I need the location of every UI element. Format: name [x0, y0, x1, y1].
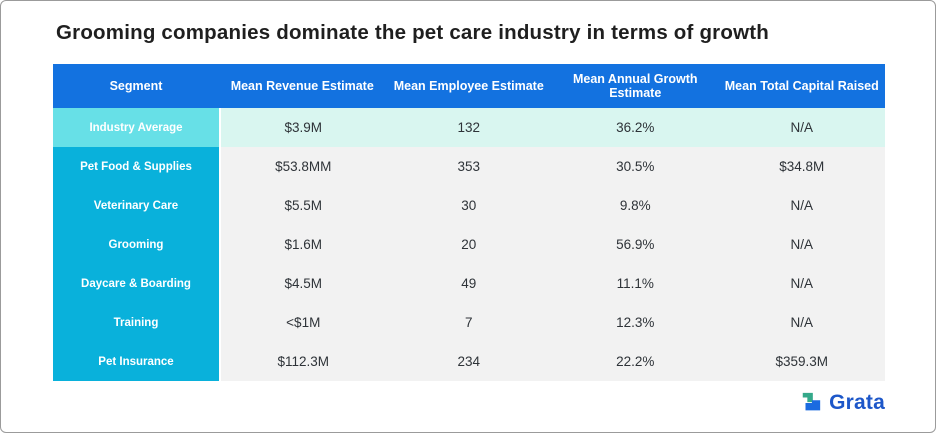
value-cell-growth: 12.3%	[552, 303, 719, 342]
grata-wordmark: Grata	[829, 391, 885, 414]
page-title: Grooming companies dominate the pet care…	[56, 21, 769, 44]
value-cell-revenue: $4.5M	[219, 264, 386, 303]
value-cell-employee: 7	[385, 303, 552, 342]
grata-mark-icon	[802, 392, 821, 411]
value-cell-employee: 234	[385, 342, 552, 381]
segment-cell: Grooming	[53, 225, 219, 264]
table-row-pet-food-supplies: Pet Food & Supplies $53.8MM 353 30.5% $3…	[53, 147, 885, 186]
column-header-revenue: Mean Revenue Estimate	[219, 64, 386, 108]
value-cell-capital: N/A	[718, 186, 885, 225]
value-cell-capital: N/A	[718, 225, 885, 264]
table-row-grooming: Grooming $1.6M 20 56.9% N/A	[53, 225, 885, 264]
value-cell-growth: 22.2%	[552, 342, 719, 381]
value-cell-growth: 36.2%	[552, 108, 719, 147]
table-row-pet-insurance: Pet Insurance $112.3M 234 22.2% $359.3M	[53, 342, 885, 381]
column-header-growth: Mean Annual Growth Estimate	[552, 64, 719, 108]
value-cell-revenue: <$1M	[219, 303, 386, 342]
segment-cell: Daycare & Boarding	[53, 264, 219, 303]
value-cell-employee: 132	[385, 108, 552, 147]
value-cell-capital: $34.8M	[718, 147, 885, 186]
column-header-segment: Segment	[53, 64, 219, 108]
value-cell-capital: N/A	[718, 264, 885, 303]
table-row-training: Training <$1M 7 12.3% N/A	[53, 303, 885, 342]
value-cell-capital: $359.3M	[718, 342, 885, 381]
table-row-veterinary-care: Veterinary Care $5.5M 30 9.8% N/A	[53, 186, 885, 225]
value-cell-growth: 56.9%	[552, 225, 719, 264]
value-cell-revenue: $112.3M	[219, 342, 386, 381]
pet-care-table: Segment Mean Revenue Estimate Mean Emplo…	[53, 64, 885, 381]
column-header-employee: Mean Employee Estimate	[385, 64, 552, 108]
table-header-row: Segment Mean Revenue Estimate Mean Emplo…	[53, 64, 885, 108]
column-header-capital: Mean Total Capital Raised	[718, 64, 885, 108]
segment-cell: Veterinary Care	[53, 186, 219, 225]
value-cell-employee: 30	[385, 186, 552, 225]
value-cell-growth: 9.8%	[552, 186, 719, 225]
segment-cell: Pet Insurance	[53, 342, 219, 381]
segment-cell: Training	[53, 303, 219, 342]
value-cell-employee: 20	[385, 225, 552, 264]
value-cell-employee: 353	[385, 147, 552, 186]
value-cell-growth: 11.1%	[552, 264, 719, 303]
segment-cell: Pet Food & Supplies	[53, 147, 219, 186]
value-cell-employee: 49	[385, 264, 552, 303]
value-cell-capital: N/A	[718, 108, 885, 147]
value-cell-capital: N/A	[718, 303, 885, 342]
value-cell-revenue: $53.8MM	[219, 147, 386, 186]
table-row-daycare-boarding: Daycare & Boarding $4.5M 49 11.1% N/A	[53, 264, 885, 303]
value-cell-revenue: $3.9M	[219, 108, 386, 147]
segment-cell: Industry Average	[53, 108, 219, 147]
value-cell-growth: 30.5%	[552, 147, 719, 186]
value-cell-revenue: $5.5M	[219, 186, 386, 225]
grata-logo: Grata	[800, 391, 885, 415]
value-cell-revenue: $1.6M	[219, 225, 386, 264]
table-row-industry-average: Industry Average $3.9M 132 36.2% N/A	[53, 108, 885, 147]
